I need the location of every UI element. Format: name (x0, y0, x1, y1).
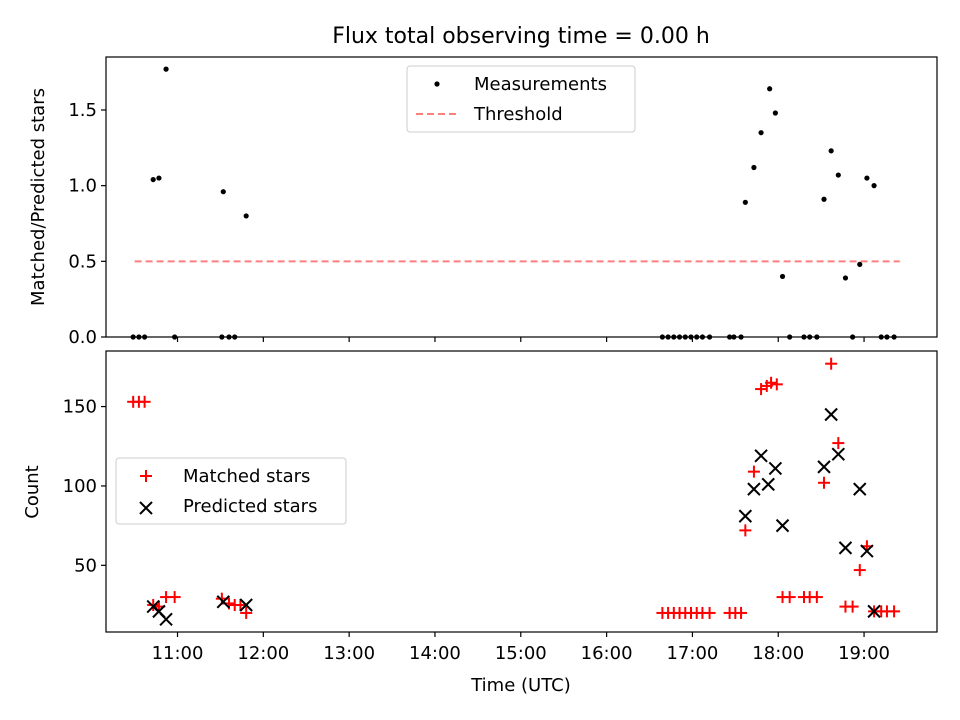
matched-stars-point (783, 591, 796, 604)
measurement-point (751, 164, 757, 171)
bottom-plot-frame (105, 350, 938, 633)
matched-stars-point (240, 606, 253, 619)
matched-stars-point (168, 591, 181, 604)
x-tick-label: 17:00 (666, 643, 718, 664)
measurement-point (857, 261, 863, 267)
top-panel: 0.0 0.5 1.0 1.5 Matched/Predicted stars Mea… (28, 56, 938, 348)
x-tick-label: 14:00 (409, 643, 461, 664)
legend-threshold-label: Threshold (473, 104, 563, 125)
top-plot-frame (105, 56, 938, 338)
top-x-tick-marks (176, 337, 865, 342)
bottom-legend: Matched stars Predicted stars (115, 457, 347, 525)
top-legend: Measurements Threshold (406, 65, 636, 133)
measurement-point (871, 183, 877, 189)
measurement-point (772, 110, 778, 116)
measurement-point (163, 66, 169, 72)
matched-stars-point (846, 600, 859, 613)
predicted-stars-point (754, 449, 768, 463)
top-y-tick-label: 1.0 (68, 176, 97, 197)
top-y-tick-label: 1.5 (68, 100, 97, 121)
top-y-tick-label: 0.5 (68, 251, 97, 272)
legend-predicted-marker (139, 501, 153, 515)
x-axis-label: Time (UTC) (470, 675, 571, 696)
measurement-point (220, 189, 226, 195)
top-y-tick-label: 0.0 (68, 327, 97, 348)
matched-stars-point (770, 378, 783, 391)
measurement-point (779, 273, 786, 280)
x-tick-label: 18:00 (752, 643, 804, 664)
measurement-point (767, 86, 773, 92)
matched-stars-point (825, 357, 838, 370)
matched-stars-point (147, 599, 160, 612)
measurement-point (156, 175, 162, 181)
matched-stars-point (810, 591, 823, 604)
predicted-stars-point (831, 447, 846, 461)
predicted-stars-point (738, 509, 753, 523)
x-tick-label: 11:00 (152, 643, 204, 664)
bottom-y-ticks: 50 100 150 (63, 397, 106, 576)
top-y-ticks: 0.0 0.5 1.0 1.5 (68, 100, 106, 348)
matched-stars-point (138, 395, 151, 408)
x-tick-label: 15:00 (495, 643, 547, 664)
matched-stars-point (853, 564, 866, 577)
bottom-y-tick-label: 150 (63, 397, 97, 418)
bottom-x-ticks: 11:00 12:00 13:00 14:00 15:00 16:00 17:00 18:00… (152, 632, 890, 664)
predicted-stars-point (768, 461, 783, 476)
measurement-point (828, 148, 834, 154)
measurement-point (742, 199, 748, 205)
counts-series (127, 357, 901, 627)
predicted-stars-point (867, 604, 881, 619)
predicted-stars-point (860, 544, 874, 558)
matched-stars-point (739, 524, 752, 537)
top-legend-box (406, 65, 636, 133)
x-tick-label: 13:00 (323, 643, 375, 664)
legend-matched-marker (140, 470, 152, 482)
predicted-stars-point (761, 477, 775, 492)
matched-stars-point (818, 476, 831, 489)
predicted-stars-point (838, 541, 853, 555)
bottom-y-tick-label: 100 (63, 476, 97, 497)
predicted-stars-point (824, 407, 838, 422)
bottom-y-tick-label: 50 (74, 555, 97, 576)
measurement-point (758, 130, 764, 136)
bottom-legend-box (115, 457, 347, 525)
predicted-stars-point (817, 460, 831, 474)
x-tick-label: 16:00 (581, 643, 633, 664)
predicted-stars-point (775, 518, 790, 533)
top-y-axis-label: Matched/Predicted stars (28, 88, 49, 306)
bottom-y-axis-label: Count (22, 465, 43, 518)
measurement-point (864, 175, 870, 181)
predicted-stars-point (747, 482, 761, 496)
legend-measurements-label: Measurements (474, 74, 607, 95)
measurement-point (150, 176, 156, 183)
x-tick-label: 19:00 (838, 643, 890, 664)
predicted-stars-point (159, 612, 173, 627)
predicted-stars-point (239, 598, 253, 612)
measurement-point (821, 196, 827, 202)
matched-stars-point (703, 606, 716, 619)
chart-title: Flux total observing time = 0.00 h (332, 24, 710, 49)
matched-stars-point (747, 465, 760, 478)
predicted-stars-point (853, 482, 867, 496)
legend-predicted-label: Predicted stars (183, 496, 317, 517)
measurement-point (842, 275, 849, 281)
predicted-stars-point (216, 595, 230, 609)
x-tick-label: 12:00 (237, 643, 289, 664)
legend-matched-label: Matched stars (183, 466, 310, 487)
measurement-point (243, 213, 249, 219)
matched-stars-point (234, 599, 247, 612)
matched-stars-point (765, 376, 778, 389)
matched-stars-point (735, 606, 748, 619)
matched-stars-point (888, 605, 901, 618)
matched-stars-point (755, 383, 768, 396)
legend-measurements-marker (434, 81, 440, 87)
matched-stars-point (832, 437, 845, 450)
measurement-point (835, 172, 841, 178)
